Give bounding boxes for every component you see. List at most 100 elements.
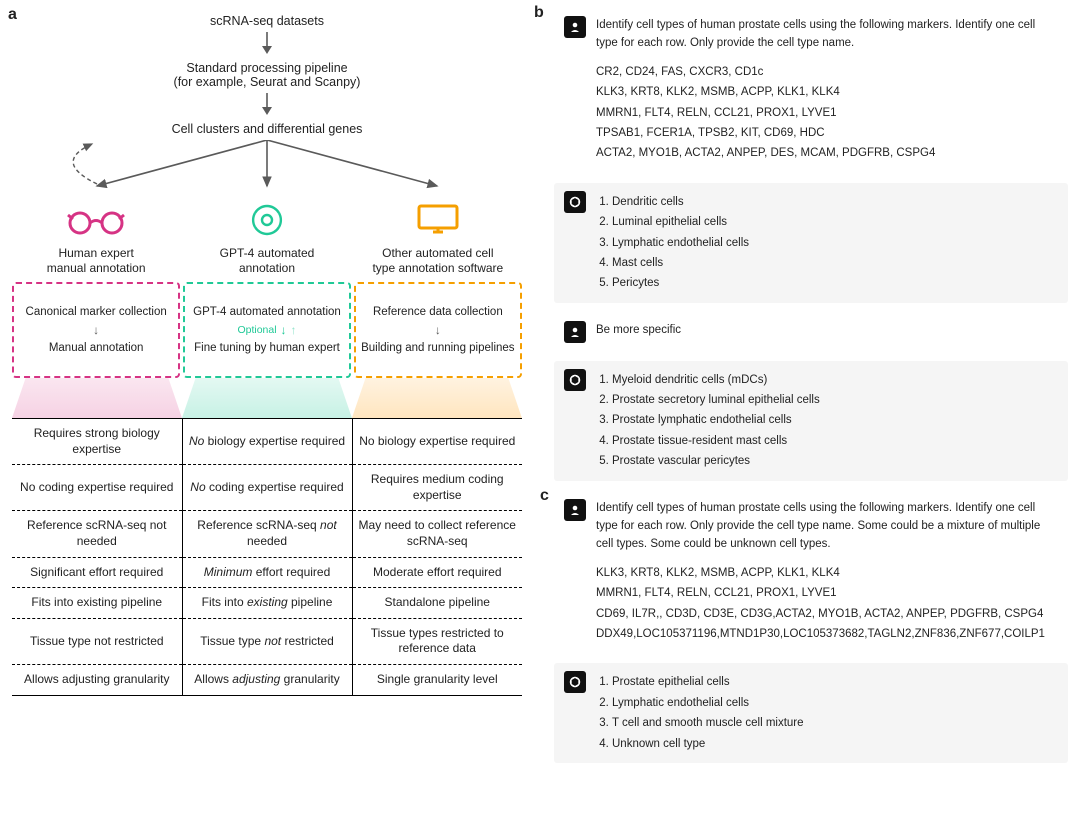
table-cell: Fits into existing pipeline: [12, 588, 182, 619]
table-row: Allows adjusting granularityAllows adjus…: [12, 664, 522, 695]
user-icon: [564, 16, 586, 38]
flow-mid: Standard processing pipeline (for exampl…: [12, 61, 522, 89]
table-cell: Significant effort required: [12, 557, 182, 588]
panel-label-a: a: [8, 6, 17, 24]
box-line: Canonical marker collection: [18, 304, 174, 320]
list-item: Dendritic cells: [612, 193, 749, 211]
list-item: Lymphatic endothelial cells: [612, 234, 749, 252]
trapezoid-orange: [352, 378, 522, 418]
table-row: Tissue type not restrictedTissue type no…: [12, 618, 522, 664]
table-cell: No biology expertise required: [182, 419, 352, 465]
panel-label-b: b: [534, 4, 544, 22]
table-cell: No biology expertise required: [352, 419, 522, 465]
table-cell: Allows adjusting granularity: [12, 664, 182, 695]
list-item: Prostate epithelial cells: [612, 673, 804, 691]
openai-icon: [564, 671, 586, 693]
list-item: Mast cells: [612, 254, 749, 272]
list-item: Unknown cell type: [612, 735, 804, 753]
branch-arrows-svg: [12, 140, 522, 192]
list-item: Prostate secretory luminal epithelial ce…: [612, 391, 820, 409]
table-cell: Fits into existing pipeline: [182, 588, 352, 619]
openai-icon: [564, 369, 586, 391]
box-line: Manual annotation: [18, 340, 174, 356]
openai-icon: [564, 191, 586, 213]
table-cell: Requires medium coding expertise: [352, 465, 522, 511]
table-cell: Standalone pipeline: [352, 588, 522, 619]
list-item: Prostate vascular pericytes: [612, 452, 820, 470]
table-cell: Single granularity level: [352, 664, 522, 695]
arrow-down-icon: ↓: [281, 322, 287, 339]
chat-bot-answer-c: Prostate epithelial cells Lymphatic endot…: [554, 663, 1068, 763]
table-cell: No coding expertise required: [12, 465, 182, 511]
trapezoid-teal: [182, 378, 352, 418]
arrow-down-icon: ↓: [360, 322, 516, 339]
prompt-text: Identify cell types of human prostate ce…: [596, 499, 1058, 554]
panel-a: a scRNA-seq datasets Standard processing…: [0, 0, 530, 831]
table-row: No coding expertise requiredNo coding ex…: [12, 465, 522, 511]
box-line: Fine tuning by human expert: [189, 340, 345, 356]
prompt-text: Identify cell types of human prostate ce…: [596, 16, 1058, 53]
chat-user-prompt-2: Be more specific: [554, 313, 1068, 351]
table-cell: Tissue type not restricted: [12, 618, 182, 664]
answer-list: Myeloid dendritic cells (mDCs)Prostate s…: [612, 371, 820, 471]
table-cell: Reference scRNA-seq not needed: [12, 511, 182, 557]
branch-human-title: Human expert manual annotation: [12, 246, 180, 276]
list-item: Luminal epithelial cells: [612, 213, 749, 231]
user-icon: [564, 499, 586, 521]
list-item: Prostate lymphatic endothelial cells: [612, 411, 820, 429]
list-item: ACTA2, MYO1B, ACTA2, ANPEP, DES, MCAM, P…: [596, 144, 1058, 162]
table-row: Requires strong biology expertiseNo biol…: [12, 419, 522, 465]
arrow-up-dashed-icon: ↑: [291, 322, 297, 339]
openai-icon: [183, 198, 351, 242]
table-cell: Reference scRNA-seq not needed: [182, 511, 352, 557]
monitor-icon: [354, 198, 522, 242]
chat-bot-answer-1: Dendritic cells Luminal epithelial cells L…: [554, 183, 1068, 303]
list-item: T cell and smooth muscle cell mixture: [612, 714, 804, 732]
list-item: MMRN1, FLT4, RELN, CCL21, PROX1, LYVE1: [596, 584, 1058, 602]
table-cell: May need to collect reference scRNA-seq: [352, 511, 522, 557]
branch-human: Human expert manual annotation Canonical…: [12, 198, 180, 378]
table-cell: Allows adjusting granularity: [182, 664, 352, 695]
marker-list: CR2, CD24, FAS, CXCR3, CD1cKLK3, KRT8, K…: [596, 63, 1058, 163]
section-b: Identify cell types of human prostate ce…: [554, 8, 1068, 481]
flowchart-top: scRNA-seq datasets Standard processing p…: [12, 14, 522, 136]
trapezoid-row: [12, 378, 522, 418]
chat-user-prompt-1: Identify cell types of human prostate ce…: [554, 8, 1068, 173]
list-item: Lymphatic endothelial cells: [612, 694, 804, 712]
marker-list: KLK3, KRT8, KLK2, MSMB, ACPP, KLK1, KLK4…: [596, 564, 1058, 644]
user-icon: [564, 321, 586, 343]
table-row: Reference scRNA-seq not neededReference …: [12, 511, 522, 557]
panel-right: b Identify cell types of human prostate …: [530, 0, 1080, 831]
table-cell: Moderate effort required: [352, 557, 522, 588]
flow-top: scRNA-seq datasets: [12, 14, 522, 28]
chat-bot-answer-2: Myeloid dendritic cells (mDCs)Prostate s…: [554, 361, 1068, 481]
branch-human-box: Canonical marker collection ↓ Manual ann…: [12, 282, 180, 378]
glasses-icon: [12, 198, 180, 242]
list-item: TPSAB1, FCER1A, TPSB2, KIT, CD69, HDC: [596, 124, 1058, 142]
answer-list: Prostate epithelial cells Lymphatic endot…: [612, 673, 804, 753]
box-line: GPT-4 automated annotation: [189, 304, 345, 320]
list-item: KLK3, KRT8, KLK2, MSMB, ACPP, KLK1, KLK4: [596, 83, 1058, 101]
list-item: MMRN1, FLT4, RELN, CCL21, PROX1, LYVE1: [596, 104, 1058, 122]
table-row: Significant effort requiredMinimum effor…: [12, 557, 522, 588]
arrow-down-icon: [260, 32, 274, 54]
table-cell: Minimum effort required: [182, 557, 352, 588]
table-cell: Requires strong biology expertise: [12, 419, 182, 465]
box-line: Building and running pipelines: [360, 340, 516, 356]
table-cell: Tissue types restricted to reference dat…: [352, 618, 522, 664]
box-line: Reference data collection: [360, 304, 516, 320]
list-item: Prostate tissue-resident mast cells: [612, 432, 820, 450]
table-cell: Tissue type not restricted: [182, 618, 352, 664]
answer-list: Dendritic cells Luminal epithelial cells L…: [612, 193, 749, 293]
branches-row: Human expert manual annotation Canonical…: [12, 198, 522, 378]
list-item: DDX49,LOC105371196,MTND1P30,LOC105373682…: [596, 625, 1058, 643]
branch-other-title: Other automated cell type annotation sof…: [354, 246, 522, 276]
table-row: Fits into existing pipelineFits into exi…: [12, 588, 522, 619]
arrow-down-icon: [260, 93, 274, 115]
branch-other-box: Reference data collection ↓ Building and…: [354, 282, 522, 378]
prompt-text: Be more specific: [596, 321, 681, 339]
list-item: Pericytes: [612, 274, 749, 292]
flow-bottom: Cell clusters and differential genes: [12, 122, 522, 136]
optional-label: Optional: [237, 323, 276, 338]
panel-label-c: c: [540, 487, 549, 505]
